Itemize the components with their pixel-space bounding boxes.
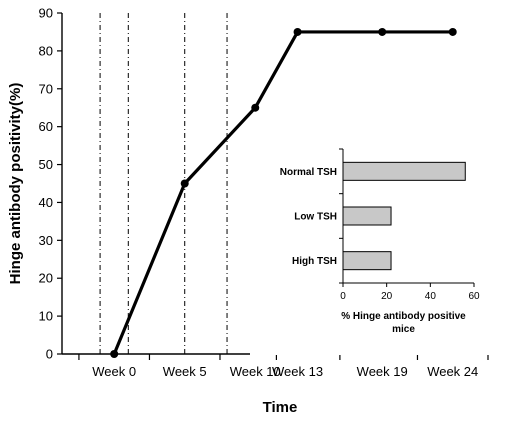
x-tick-label: Week 0 [92,364,136,379]
y-tick-label: 0 [46,347,53,362]
inset-x-tick-label: 0 [340,291,346,302]
inset-bar [342,206,392,226]
data-point [448,27,457,36]
y-tick-label: 60 [39,119,53,134]
inset-bar [342,161,466,181]
series-line [112,30,453,355]
inset-category-label: Low TSH [294,212,337,223]
inset-x-axis-title-line2: mice [392,324,415,335]
x-axis-title: Time [263,399,298,416]
inset-bar [342,251,392,271]
data-point [251,103,260,112]
y-tick-label: 30 [39,233,53,248]
y-tick-label: 70 [39,81,53,96]
data-point [378,27,387,36]
inset-category-label: Normal TSH [280,167,337,178]
x-tick-label: Week 13 [272,364,323,379]
inset-x-tick-label: 20 [381,291,393,302]
x-tick-label: Week 24 [427,364,478,379]
x-tick-label: Week 10 [230,364,281,379]
y-tick-label: 20 [39,271,53,286]
x-tick-label: Week 5 [163,364,207,379]
y-tick-label: 80 [39,43,53,58]
y-tick-label: 10 [39,309,53,324]
data-point [180,179,189,188]
inset-category-label: High TSH [292,256,337,267]
y-tick-label: 40 [39,195,53,210]
inset-x-tick-label: 40 [425,291,437,302]
x-tick-label: Week 19 [357,364,408,379]
y-tick-label: 90 [39,6,53,21]
data-point [110,350,119,358]
inset-x-axis-title-line1: % Hinge antibody positive [341,311,466,322]
inset-x-axis-title: % Hinge antibody positive mice [341,311,466,335]
inset-x-tick-label: 60 [468,291,480,302]
y-tick-label: 50 [39,157,53,172]
data-point [293,27,302,36]
y-axis-title: Hinge antibody positivity(%) [7,83,24,285]
